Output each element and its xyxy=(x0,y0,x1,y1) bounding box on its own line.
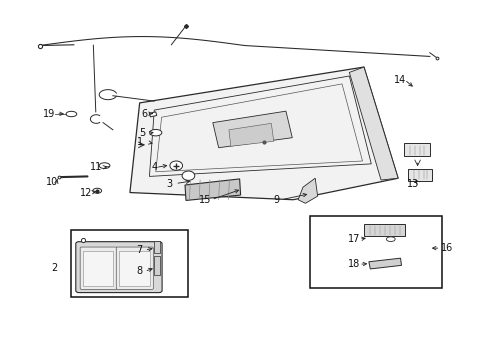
Text: 3: 3 xyxy=(165,179,172,189)
FancyBboxPatch shape xyxy=(310,216,441,288)
Polygon shape xyxy=(298,178,317,203)
Polygon shape xyxy=(149,112,157,117)
FancyBboxPatch shape xyxy=(119,251,150,286)
Text: 7: 7 xyxy=(136,245,142,255)
Text: 6: 6 xyxy=(141,109,147,119)
Circle shape xyxy=(182,171,194,180)
FancyBboxPatch shape xyxy=(154,241,160,253)
Polygon shape xyxy=(348,67,397,180)
Text: 8: 8 xyxy=(136,266,142,276)
Text: 5: 5 xyxy=(139,129,145,138)
FancyBboxPatch shape xyxy=(154,256,160,275)
FancyBboxPatch shape xyxy=(407,168,431,181)
Text: 11: 11 xyxy=(89,162,102,172)
Text: 9: 9 xyxy=(273,195,279,205)
FancyBboxPatch shape xyxy=(83,251,113,286)
FancyBboxPatch shape xyxy=(80,247,117,289)
FancyBboxPatch shape xyxy=(71,230,188,297)
Text: 19: 19 xyxy=(43,109,56,119)
FancyBboxPatch shape xyxy=(404,143,429,156)
Text: 12: 12 xyxy=(80,188,92,198)
Polygon shape xyxy=(228,123,273,146)
Text: 1: 1 xyxy=(136,138,142,147)
Polygon shape xyxy=(130,67,397,200)
Ellipse shape xyxy=(386,237,394,242)
Polygon shape xyxy=(212,111,292,148)
Ellipse shape xyxy=(149,130,162,136)
FancyBboxPatch shape xyxy=(364,224,405,236)
Polygon shape xyxy=(184,179,240,201)
Text: 16: 16 xyxy=(440,243,452,253)
Text: 4: 4 xyxy=(151,162,157,172)
Text: 2: 2 xyxy=(51,263,57,273)
Text: 18: 18 xyxy=(347,259,360,269)
Text: 15: 15 xyxy=(199,195,211,205)
Text: 10: 10 xyxy=(46,177,58,187)
FancyBboxPatch shape xyxy=(116,247,153,289)
FancyBboxPatch shape xyxy=(76,242,162,293)
Circle shape xyxy=(169,161,182,170)
Text: 17: 17 xyxy=(347,234,360,244)
Text: 13: 13 xyxy=(406,179,418,189)
Polygon shape xyxy=(368,258,401,269)
Text: 14: 14 xyxy=(394,75,406,85)
